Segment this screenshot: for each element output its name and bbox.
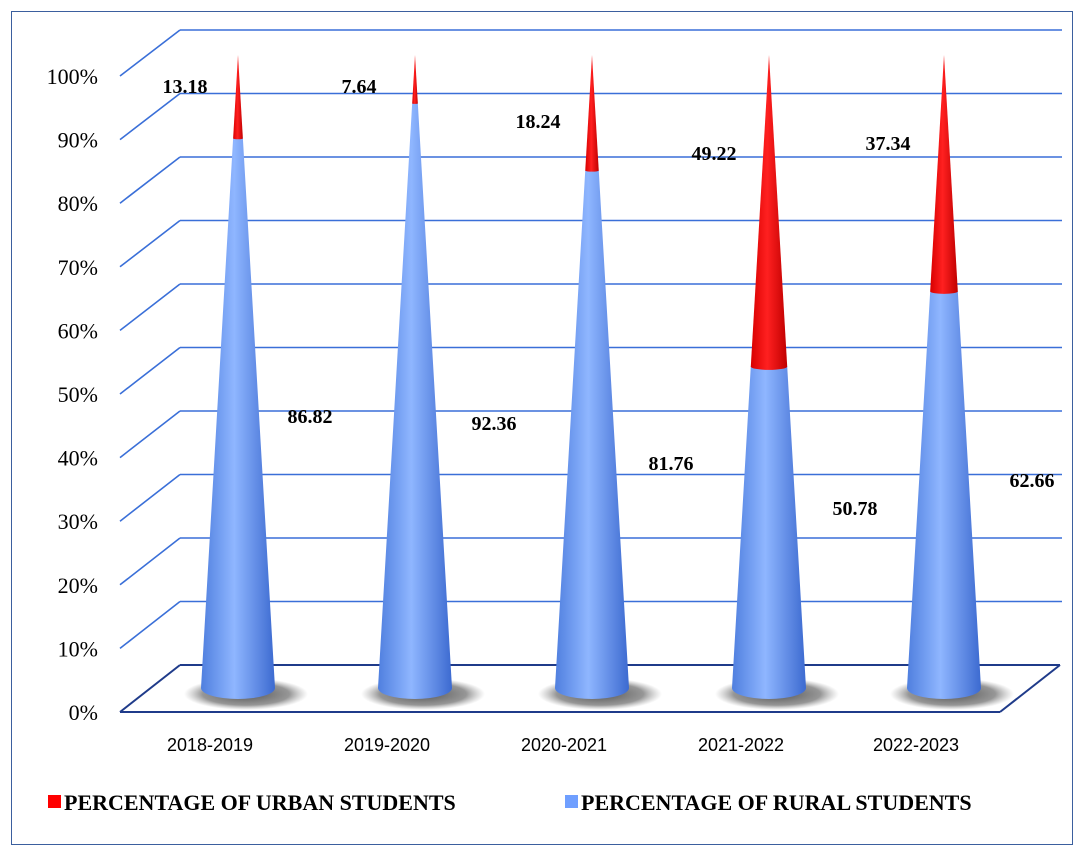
y-tick-label: 20% (58, 573, 98, 598)
cone-rural (201, 137, 275, 699)
floor-left-edge (119, 664, 181, 713)
y-tick-label: 10% (58, 636, 98, 661)
y-tick-label: 30% (58, 509, 98, 534)
cone-rural (732, 363, 806, 699)
y-tick-label: 70% (58, 255, 98, 280)
gridline-side (119, 92, 181, 141)
urban-value-label: 7.64 (342, 76, 377, 98)
cone-rural (378, 102, 452, 700)
y-tick-label: 40% (58, 446, 98, 471)
legend: PERCENTAGE OF URBAN STUDENTS PERCENTAGE … (48, 790, 972, 815)
cones (184, 55, 1014, 710)
legend-swatch-rural (565, 795, 578, 808)
gridline-side (119, 283, 181, 332)
cone-rural (907, 288, 981, 699)
gridline-side (119, 473, 181, 522)
cone-urban (585, 55, 599, 172)
x-tick-label: 2022-2023 (873, 735, 959, 755)
cone-urban (930, 55, 958, 294)
rural-value-label: 86.82 (288, 406, 333, 428)
urban-value-label: 18.24 (516, 111, 561, 133)
y-tick-label: 50% (58, 382, 98, 407)
cone-urban (233, 55, 243, 140)
legend-label-rural: PERCENTAGE OF RURAL STUDENTS (581, 790, 972, 815)
gridline-side (119, 410, 181, 459)
x-tick-label: 2019-2020 (344, 735, 430, 755)
gridline-side (119, 346, 181, 395)
y-tick-label: 100% (47, 64, 98, 89)
legend-swatch-urban (48, 795, 61, 808)
floor-right-edge (999, 664, 1061, 713)
y-tick-label: 60% (58, 318, 98, 343)
urban-value-label: 49.22 (692, 143, 737, 165)
gridline-side (119, 29, 181, 77)
chart-frame (11, 11, 1073, 845)
y-tick-label: 0% (69, 700, 98, 725)
y-axis-ticks: 0% 10% 20% 30% 40% 50% 60% 70% 80% 90% 100% (47, 64, 98, 725)
gridline-side (119, 537, 181, 586)
cone-rural (555, 169, 629, 700)
gridline-side (119, 156, 181, 204)
rural-value-label: 92.36 (472, 413, 517, 435)
y-tick-label: 90% (58, 128, 98, 153)
cone-urban (750, 55, 788, 370)
rural-value-label: 81.76 (649, 453, 694, 475)
gridline-side (119, 600, 181, 650)
x-tick-label: 2020-2021 (521, 735, 607, 755)
urban-value-label: 13.18 (163, 76, 208, 98)
legend-label-urban: PERCENTAGE OF URBAN STUDENTS (64, 790, 456, 815)
gridline-side (119, 219, 181, 268)
rural-value-label: 50.78 (833, 498, 878, 520)
urban-value-label: 37.34 (866, 133, 911, 155)
x-axis-ticks: 2018-2019 2019-2020 2020-2021 2021-2022 2022… (167, 735, 959, 755)
data-labels: 13.18 86.82 7.64 92.36 18.24 81.76 49.22 50.78 3… (163, 76, 1055, 520)
x-tick-label: 2018-2019 (167, 735, 253, 755)
y-tick-label: 80% (58, 191, 98, 216)
cone-urban (412, 55, 418, 104)
rural-value-label: 62.66 (1010, 470, 1055, 492)
x-tick-label: 2021-2022 (698, 735, 784, 755)
